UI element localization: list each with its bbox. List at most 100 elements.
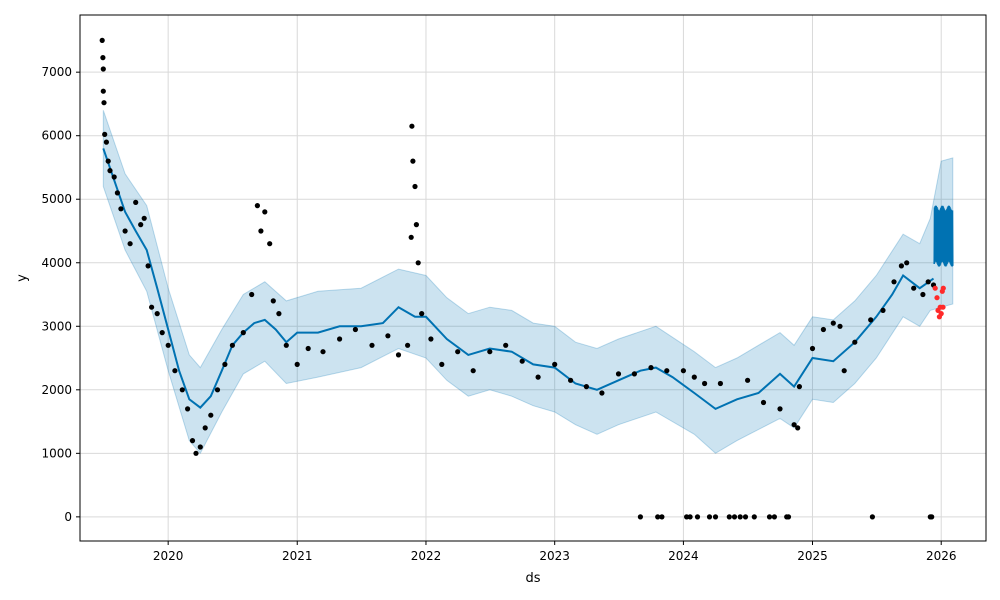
observed-point (254, 203, 260, 209)
observed-point (267, 241, 273, 247)
observed-point (470, 368, 476, 374)
y-axis-label: y (15, 274, 30, 282)
observed-point (648, 365, 654, 371)
observed-point (415, 260, 421, 266)
observed-point (385, 333, 391, 339)
x-tick-label: 2021 (282, 549, 313, 563)
observed-point (154, 311, 160, 317)
y-tick-label: 7000 (41, 65, 72, 79)
observed-point (791, 422, 797, 428)
x-tick-label: 2020 (153, 549, 184, 563)
observed-point (796, 384, 803, 390)
observed-point (691, 374, 697, 380)
observed-point (99, 37, 105, 44)
observed-point (706, 514, 713, 520)
observed-point (320, 349, 326, 355)
observed-point (262, 209, 268, 215)
observed-point (141, 215, 147, 221)
observed-point (172, 368, 178, 374)
observed-point (122, 228, 128, 234)
observed-point (820, 326, 827, 333)
observed-point (568, 377, 574, 383)
observed-point (869, 514, 876, 520)
observed-point (127, 241, 133, 247)
observed-point (138, 222, 144, 228)
observed-point (412, 183, 418, 190)
observed-point (519, 358, 525, 364)
observed-point (395, 352, 402, 358)
y-tick-label: 5000 (41, 192, 72, 206)
observed-point (911, 285, 917, 291)
observed-point (214, 387, 221, 393)
observed-point (100, 55, 106, 61)
observed-point (197, 444, 203, 450)
y-tick-label: 2000 (41, 383, 72, 397)
observed-point (240, 330, 246, 336)
observed-point (409, 123, 415, 129)
observed-point (920, 291, 926, 298)
observed-point (258, 228, 264, 234)
observed-point (795, 425, 801, 431)
observed-point (929, 514, 935, 520)
observed-point (552, 361, 558, 367)
observed-point (405, 342, 411, 348)
observed-point (868, 317, 874, 323)
test-point (932, 285, 938, 291)
observed-point (369, 342, 375, 348)
observed-point (249, 291, 255, 298)
observed-point (111, 174, 117, 180)
uncertainty-band-group (102, 110, 954, 455)
observed-point (880, 307, 886, 313)
observed-point (659, 514, 665, 520)
test-point (940, 285, 946, 291)
observed-point (179, 387, 185, 393)
observed-point (408, 234, 414, 240)
observed-point (133, 199, 139, 205)
y-tick-label: 4000 (41, 256, 72, 270)
observed-point (185, 406, 191, 412)
observed-point (680, 368, 687, 374)
observed-point (100, 66, 106, 72)
forecast-fluctuation-group (933, 205, 954, 267)
observed-point (891, 279, 897, 285)
observed-point (751, 514, 757, 520)
x-tick-label: 2025 (797, 549, 828, 563)
observed-point (898, 263, 905, 269)
observed-point (841, 368, 847, 374)
observed-point (487, 349, 493, 355)
observed-point (837, 323, 843, 329)
observed-point (107, 168, 113, 174)
observed-point (687, 514, 693, 520)
forecast-fluctuation (933, 205, 954, 267)
observed-point (664, 368, 670, 374)
observed-point (737, 514, 743, 520)
observed-point (118, 206, 124, 212)
observed-point (439, 361, 445, 367)
test-points-group (932, 285, 946, 320)
observed-point (165, 342, 171, 348)
observed-point (102, 131, 108, 137)
observed-point (760, 399, 767, 406)
observed-point (145, 263, 151, 269)
y-tick-label: 3000 (41, 319, 72, 333)
observed-point (631, 371, 638, 377)
observed-point (193, 450, 199, 456)
observed-point (276, 311, 282, 317)
test-point (940, 304, 946, 310)
observed-point (712, 514, 719, 520)
observed-point (222, 361, 228, 367)
observed-point (270, 298, 276, 304)
observed-point (337, 336, 343, 342)
observed-point (852, 339, 858, 345)
forecast-line (102, 148, 935, 411)
test-point (938, 311, 944, 317)
observed-point (202, 425, 208, 431)
y-tick-label: 1000 (41, 446, 72, 460)
observed-point (583, 384, 590, 390)
observed-point (785, 514, 792, 520)
observed-points-group (99, 37, 937, 520)
observed-point (925, 279, 931, 285)
observed-point (637, 514, 644, 520)
observed-point (535, 374, 541, 380)
